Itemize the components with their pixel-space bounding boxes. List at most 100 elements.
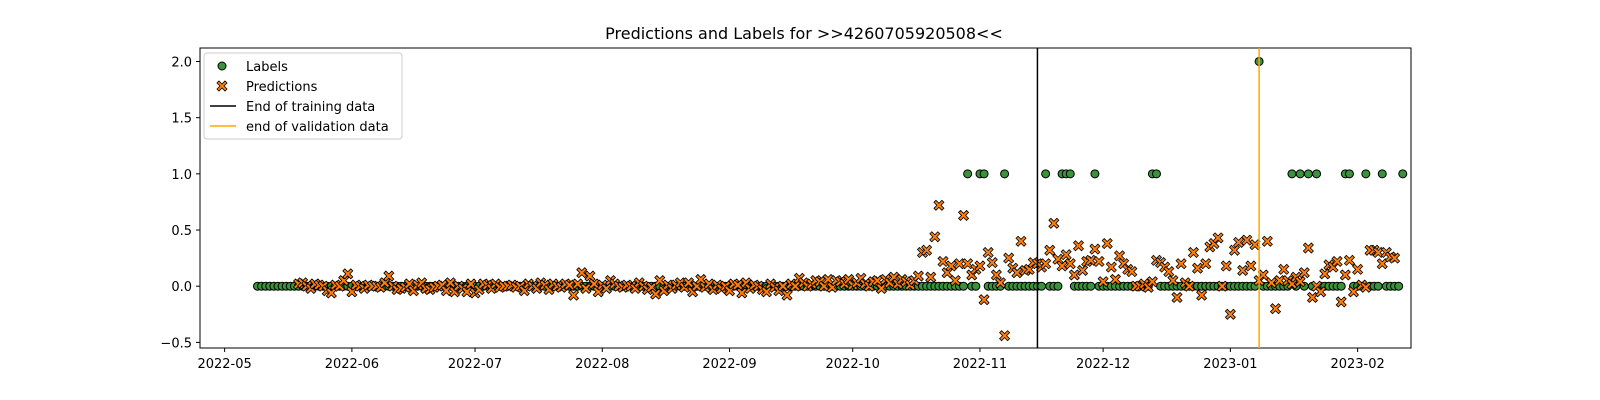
prediction-point bbox=[736, 287, 748, 299]
x-tick-label: 2022-08 bbox=[575, 357, 629, 372]
prediction-point bbox=[1167, 275, 1179, 287]
x-tick-label: 2022-07 bbox=[448, 357, 502, 372]
prediction-point bbox=[1389, 252, 1401, 264]
prediction-point bbox=[654, 275, 666, 287]
prediction-point bbox=[1360, 281, 1372, 293]
label-point bbox=[1090, 169, 1100, 179]
label-point bbox=[979, 169, 989, 179]
prediction-point bbox=[1331, 255, 1343, 268]
prediction-point bbox=[1237, 264, 1249, 277]
y-tick-label: 0.0 bbox=[171, 280, 192, 295]
label-point bbox=[1053, 281, 1063, 291]
label-point bbox=[1336, 281, 1346, 291]
x-tick-label: 2022-12 bbox=[1076, 357, 1130, 372]
prediction-point bbox=[1171, 291, 1183, 304]
label-point bbox=[959, 281, 969, 291]
prediction-point bbox=[1269, 303, 1282, 315]
prediction-point bbox=[1343, 254, 1355, 266]
prediction-point bbox=[1220, 260, 1232, 272]
legend-box bbox=[203, 52, 403, 140]
prediction-point bbox=[1212, 232, 1224, 244]
chart-title: Predictions and Labels for >>42607059205… bbox=[605, 24, 1003, 43]
prediction-point bbox=[1245, 260, 1257, 272]
prediction-point bbox=[1003, 252, 1015, 264]
prediction-point bbox=[1068, 269, 1080, 281]
legend-label: Predictions bbox=[246, 80, 318, 95]
prediction-point bbox=[1352, 263, 1364, 275]
prediction-point bbox=[999, 330, 1011, 342]
x-tick-label: 2022-06 bbox=[325, 357, 379, 372]
prediction-point bbox=[580, 282, 592, 295]
legend-labels-marker bbox=[217, 61, 227, 71]
prediction-point bbox=[1101, 237, 1113, 250]
label-point bbox=[1394, 281, 1404, 291]
label-point bbox=[1037, 281, 1047, 291]
prediction-point bbox=[921, 244, 933, 256]
prediction-point bbox=[1249, 239, 1261, 251]
prediction-point bbox=[1241, 234, 1253, 246]
prediction-point bbox=[978, 294, 990, 306]
prediction-point bbox=[929, 231, 941, 243]
label-point bbox=[1151, 169, 1161, 179]
prediction-point bbox=[1216, 280, 1228, 292]
prediction-point bbox=[1097, 276, 1109, 288]
label-point bbox=[1377, 169, 1387, 179]
prediction-point bbox=[682, 277, 695, 289]
prediction-point bbox=[1163, 266, 1175, 278]
prediction-point bbox=[1347, 286, 1360, 298]
label-point bbox=[971, 281, 981, 291]
prediction-point bbox=[1306, 291, 1319, 304]
prediction-point bbox=[1372, 246, 1384, 259]
label-point bbox=[1065, 169, 1075, 179]
prediction-point bbox=[1126, 266, 1138, 278]
prediction-point bbox=[925, 271, 937, 283]
label-point bbox=[1041, 169, 1051, 179]
prediction-point bbox=[1077, 264, 1089, 277]
x-tick-label: 2022-11 bbox=[953, 357, 1007, 372]
label-point bbox=[1086, 281, 1096, 291]
y-tick-label: 0.5 bbox=[171, 224, 192, 239]
prediction-point bbox=[650, 288, 662, 300]
label-point bbox=[1287, 169, 1297, 179]
prediction-point bbox=[1044, 244, 1056, 256]
x-tick-label: 2022-10 bbox=[826, 357, 880, 372]
label-point bbox=[1312, 169, 1322, 179]
label-point bbox=[1303, 169, 1313, 179]
prediction-point bbox=[949, 275, 961, 287]
y-tick-label: 2.0 bbox=[171, 55, 192, 70]
label-point bbox=[1344, 169, 1354, 179]
label-point bbox=[1295, 169, 1305, 179]
prediction-point bbox=[781, 289, 793, 301]
prediction-point bbox=[933, 199, 945, 211]
prediction-point bbox=[1376, 258, 1388, 270]
prediction-point bbox=[1064, 258, 1076, 270]
prediction-point bbox=[1339, 269, 1351, 281]
label-point bbox=[1398, 169, 1408, 179]
label-point bbox=[963, 169, 973, 179]
legend-label: Labels bbox=[246, 60, 288, 75]
prediction-point bbox=[962, 258, 974, 270]
prediction-point bbox=[444, 277, 456, 289]
prediction-point bbox=[957, 209, 970, 221]
prediction-point bbox=[1040, 258, 1052, 270]
prediction-point bbox=[953, 258, 966, 270]
prediction-point bbox=[1085, 254, 1097, 266]
prediction-point bbox=[1089, 243, 1101, 255]
prediction-point bbox=[1072, 240, 1085, 252]
prediction-point bbox=[1196, 289, 1208, 301]
x-tick-label: 2023-01 bbox=[1203, 357, 1257, 372]
prediction-point bbox=[1183, 280, 1195, 292]
markers-group bbox=[252, 56, 1408, 342]
label-point bbox=[1373, 281, 1383, 291]
prediction-point bbox=[383, 270, 395, 282]
x-tick-label: 2023-02 bbox=[1330, 357, 1384, 372]
axes-frame bbox=[199, 47, 1412, 349]
prediction-point bbox=[1261, 235, 1273, 247]
y-tick-label: 1.0 bbox=[171, 168, 192, 183]
prediction-point bbox=[937, 255, 949, 268]
prediction-point bbox=[1015, 235, 1027, 247]
x-tick-label: 2022-05 bbox=[197, 357, 251, 372]
prediction-point bbox=[1093, 255, 1105, 268]
prediction-point bbox=[1302, 242, 1314, 254]
